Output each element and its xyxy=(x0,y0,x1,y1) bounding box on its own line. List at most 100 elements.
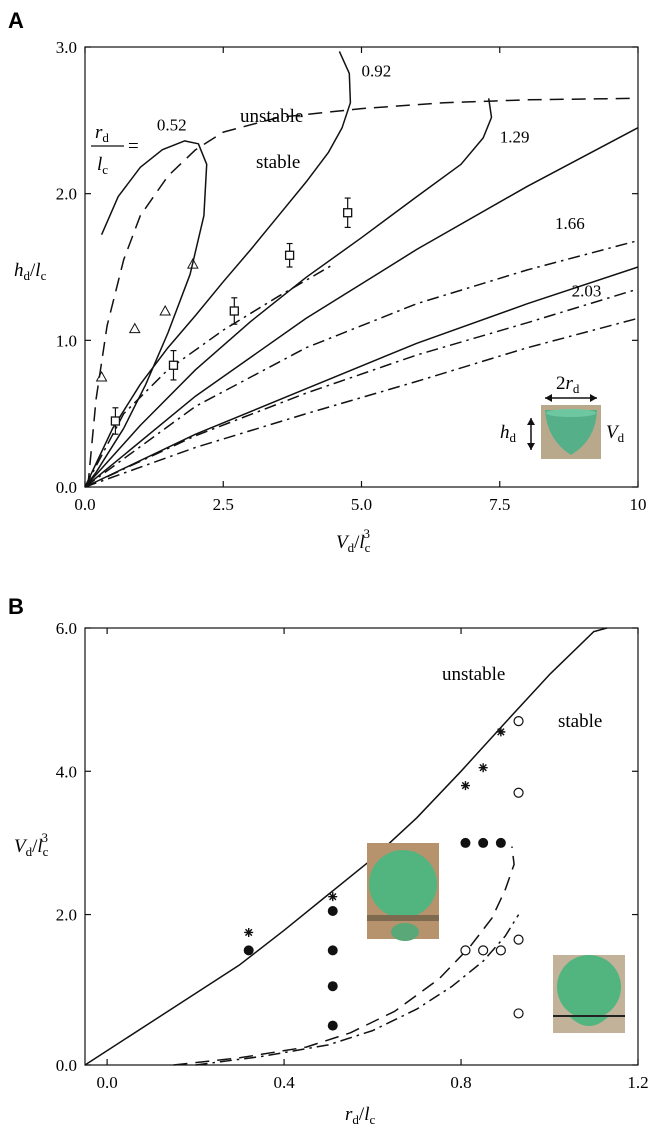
curve-label: 1.29 xyxy=(500,127,530,146)
panel-a-stable-label: stable xyxy=(256,152,300,173)
star-point xyxy=(328,892,338,902)
y-tick-label: 6.0 xyxy=(56,619,77,638)
arrowhead-right-icon xyxy=(590,394,597,402)
series-line-1.29 xyxy=(84,98,493,488)
series-line-1.29-dashdot xyxy=(84,239,639,488)
series-line-0.52 xyxy=(100,140,208,429)
panel-a-xlabel: Vd/lc3 xyxy=(336,526,371,555)
triangle-point xyxy=(128,322,141,334)
x-tick-label: 0.0 xyxy=(96,1073,117,1092)
series-line-boundary xyxy=(84,627,608,1066)
square-point xyxy=(168,360,179,370)
series-line-1.66 xyxy=(84,127,639,488)
x-tick-label: 1.2 xyxy=(627,1073,648,1092)
open-circle-point xyxy=(513,934,524,945)
panel-b-stable-label: stable xyxy=(558,711,602,732)
inset-volume-label: Vd xyxy=(606,422,625,445)
droplet-lower-icon xyxy=(391,923,419,941)
triangle-point xyxy=(159,304,172,316)
filled-circle-point xyxy=(327,1020,338,1031)
series-line-2.03 xyxy=(84,266,639,488)
filled-circle-point xyxy=(495,837,506,848)
y-tick-label: 4.0 xyxy=(56,762,77,781)
x-tick-label: 2.5 xyxy=(213,495,234,514)
droplet-icon-b xyxy=(557,955,621,1019)
open-circle-point xyxy=(513,716,524,727)
inset-height-label: hd xyxy=(500,422,517,445)
square-point xyxy=(343,208,353,218)
arrowhead-up-icon xyxy=(527,418,535,425)
curve-label: 0.92 xyxy=(362,61,392,80)
star-point xyxy=(496,727,506,737)
x-tick-label: 10 xyxy=(630,495,647,514)
series-line-dashed xyxy=(173,846,515,1066)
panel-a-ratio-label: rd lc = xyxy=(91,122,139,177)
y-tick-label: 0.0 xyxy=(56,1056,77,1075)
filled-circle-point xyxy=(478,837,489,848)
series-line-stability-boundary xyxy=(87,97,639,488)
x-tick-label: 5.0 xyxy=(351,495,372,514)
inset-width-label: 2rd xyxy=(556,373,580,396)
square-point xyxy=(229,306,239,316)
series-line-0.52-lower xyxy=(84,427,125,488)
open-circle-point xyxy=(460,945,471,956)
panel-a-unstable-label: unstable xyxy=(240,106,303,127)
y-tick-label: 3.0 xyxy=(56,38,77,57)
droplet-upper-icon xyxy=(369,850,437,918)
open-circle-point xyxy=(513,1008,524,1019)
droplet-base-icon xyxy=(570,1017,608,1026)
series-line-0.92-dashdot xyxy=(84,263,335,488)
star-point xyxy=(478,763,488,773)
panel-b: 0.0 0.4 0.8 1.2 0.0 2.0 4.0 6.0 unstable stable… xyxy=(14,619,649,1127)
filled-circle-point xyxy=(460,837,471,848)
open-circle-point xyxy=(495,945,506,956)
ratio-den: lc xyxy=(97,154,108,177)
panel-b-frame xyxy=(84,627,639,1066)
ratio-eq: = xyxy=(128,136,139,157)
panel-a-ylabel: hd/lc xyxy=(14,260,47,283)
y-tick-label: 2.0 xyxy=(56,185,77,204)
y-tick-label: 2.0 xyxy=(56,906,77,925)
panel-a-letter: A xyxy=(8,8,24,33)
droplet-icon xyxy=(545,410,597,455)
open-circle-point xyxy=(478,945,489,956)
panel-b-letter: B xyxy=(8,594,24,619)
triangle-point xyxy=(186,258,199,269)
panel-a: 0.0 2.5 5.0 7.5 10 0.0 1.0 2.0 3.0 0.52 0.92 1.29 1… xyxy=(14,38,647,555)
arrowhead-left-icon xyxy=(545,394,552,402)
x-tick-label: 0.0 xyxy=(74,495,95,514)
series-line-dashdot xyxy=(195,914,520,1066)
open-circle-point xyxy=(513,787,524,798)
panel-b-ylabel: Vd/lc3 xyxy=(14,830,49,859)
series-line-1.66-dashdot xyxy=(84,288,639,488)
curve-label: 2.03 xyxy=(572,281,602,300)
ratio-num: rd xyxy=(95,122,109,145)
plate-icon xyxy=(367,915,439,921)
filled-circle-point xyxy=(327,981,338,992)
series-line-0.92 xyxy=(84,51,352,488)
square-point xyxy=(284,250,295,260)
curve-label: 0.52 xyxy=(157,116,187,135)
panel-b-xlabel: rd/lc xyxy=(345,1104,375,1127)
series-line-2.03-dashdot xyxy=(84,317,639,488)
y-tick-label: 1.0 xyxy=(56,331,77,350)
curve-label: 1.66 xyxy=(555,214,585,233)
arrowhead-down-icon xyxy=(527,443,535,450)
y-tick-label: 0.0 xyxy=(56,478,77,497)
triangle-point xyxy=(95,370,108,382)
filled-circle-point xyxy=(327,945,338,956)
panel-b-inset-2 xyxy=(553,955,625,1033)
filled-circle-point xyxy=(327,905,338,916)
filled-circle-point xyxy=(243,945,254,956)
panel-a-inset: 2rd hd Vd xyxy=(500,373,625,459)
x-tick-label: 0.4 xyxy=(273,1073,295,1092)
droplet-top-icon xyxy=(546,409,596,417)
panel-b-inset-1 xyxy=(367,843,439,941)
x-tick-label: 7.5 xyxy=(489,495,510,514)
star-point xyxy=(244,927,254,937)
panel-b-unstable-label: unstable xyxy=(442,664,505,685)
square-point xyxy=(110,416,121,426)
star-point xyxy=(460,781,470,791)
x-tick-label: 0.8 xyxy=(450,1073,471,1092)
